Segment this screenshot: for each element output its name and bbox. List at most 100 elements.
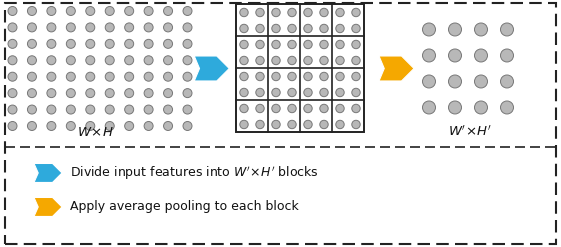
Circle shape: [336, 88, 344, 97]
Circle shape: [288, 8, 296, 17]
Circle shape: [105, 6, 114, 16]
Circle shape: [288, 72, 296, 81]
Circle shape: [86, 122, 95, 130]
Circle shape: [27, 56, 36, 65]
Circle shape: [86, 6, 95, 16]
Circle shape: [86, 23, 95, 32]
Circle shape: [475, 49, 488, 62]
Circle shape: [125, 72, 134, 81]
Circle shape: [256, 104, 264, 113]
Circle shape: [66, 72, 75, 81]
Circle shape: [86, 72, 95, 81]
Circle shape: [320, 40, 328, 49]
Circle shape: [288, 120, 296, 129]
Circle shape: [336, 104, 344, 113]
Circle shape: [320, 104, 328, 113]
Circle shape: [8, 72, 17, 81]
Text: Apply average pooling to each block: Apply average pooling to each block: [70, 201, 299, 213]
Circle shape: [8, 56, 17, 65]
Circle shape: [47, 39, 56, 48]
Bar: [236, 4, 364, 132]
Circle shape: [105, 23, 114, 32]
Circle shape: [422, 23, 435, 36]
Circle shape: [304, 120, 312, 129]
Circle shape: [164, 56, 173, 65]
Circle shape: [500, 75, 513, 88]
Circle shape: [47, 23, 56, 32]
Circle shape: [320, 88, 328, 97]
Polygon shape: [379, 56, 414, 81]
Circle shape: [422, 75, 435, 88]
Circle shape: [272, 24, 280, 33]
Circle shape: [105, 89, 114, 98]
Circle shape: [164, 6, 173, 16]
Circle shape: [288, 88, 296, 97]
Circle shape: [448, 101, 462, 114]
Circle shape: [272, 56, 280, 65]
Circle shape: [47, 6, 56, 16]
Circle shape: [272, 8, 280, 17]
Circle shape: [125, 105, 134, 114]
Circle shape: [47, 105, 56, 114]
Circle shape: [352, 88, 360, 97]
Circle shape: [27, 39, 36, 48]
Circle shape: [240, 104, 248, 113]
Circle shape: [352, 24, 360, 33]
Circle shape: [256, 88, 264, 97]
Circle shape: [105, 56, 114, 65]
Circle shape: [27, 89, 36, 98]
Circle shape: [8, 105, 17, 114]
Circle shape: [336, 56, 344, 65]
Circle shape: [352, 8, 360, 17]
Circle shape: [240, 40, 248, 49]
Circle shape: [125, 122, 134, 130]
Circle shape: [304, 56, 312, 65]
Circle shape: [272, 40, 280, 49]
Circle shape: [164, 105, 173, 114]
Circle shape: [105, 105, 114, 114]
Circle shape: [183, 6, 192, 16]
Circle shape: [8, 6, 17, 16]
Circle shape: [183, 122, 192, 130]
Circle shape: [272, 120, 280, 129]
Text: $W\!\times\!H$: $W\!\times\!H$: [77, 126, 113, 139]
Circle shape: [66, 56, 75, 65]
Circle shape: [352, 104, 360, 113]
Circle shape: [256, 40, 264, 49]
Circle shape: [86, 39, 95, 48]
Circle shape: [352, 120, 360, 129]
Circle shape: [256, 8, 264, 17]
Text: $W'\!\times\!H'$: $W'\!\times\!H'$: [448, 124, 492, 139]
Circle shape: [27, 72, 36, 81]
Circle shape: [256, 72, 264, 81]
Circle shape: [183, 105, 192, 114]
Circle shape: [272, 104, 280, 113]
Circle shape: [256, 56, 264, 65]
Circle shape: [47, 89, 56, 98]
Circle shape: [183, 23, 192, 32]
Circle shape: [448, 75, 462, 88]
Circle shape: [448, 49, 462, 62]
Circle shape: [47, 56, 56, 65]
Circle shape: [500, 49, 513, 62]
Circle shape: [164, 39, 173, 48]
Circle shape: [304, 24, 312, 33]
Circle shape: [47, 122, 56, 130]
Circle shape: [66, 89, 75, 98]
Circle shape: [183, 39, 192, 48]
Circle shape: [164, 72, 173, 81]
Circle shape: [500, 101, 513, 114]
Circle shape: [183, 56, 192, 65]
Circle shape: [320, 120, 328, 129]
Circle shape: [475, 23, 488, 36]
Circle shape: [27, 105, 36, 114]
Circle shape: [320, 56, 328, 65]
Circle shape: [144, 6, 153, 16]
Circle shape: [105, 122, 114, 130]
Circle shape: [27, 6, 36, 16]
Circle shape: [288, 24, 296, 33]
Polygon shape: [194, 56, 229, 81]
Circle shape: [240, 56, 248, 65]
Circle shape: [272, 88, 280, 97]
Circle shape: [66, 6, 75, 16]
